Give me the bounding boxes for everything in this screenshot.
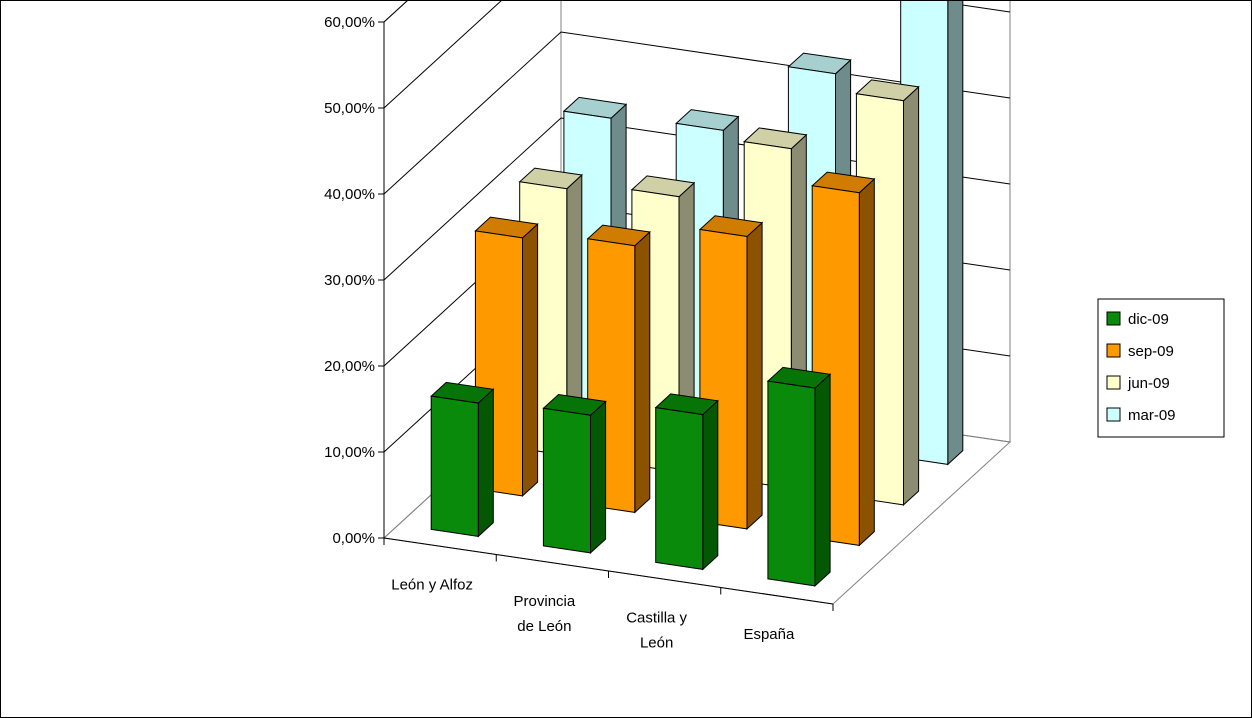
legend-label: jun-09 (1127, 375, 1170, 392)
bars (430, 1, 964, 588)
legend: dic-09 sep-09 jun-09 mar-09 (1097, 298, 1225, 438)
bar-side (477, 388, 494, 538)
bar-side (947, 1, 964, 466)
bar (430, 381, 495, 538)
bar-side (858, 177, 875, 547)
y-tick-label: 40,00% (324, 186, 375, 203)
bar (766, 366, 832, 588)
bar-front (542, 407, 591, 554)
legend-swatch (1106, 343, 1121, 358)
legend-label: sep-09 (1128, 343, 1174, 360)
legend-label: dic-09 (1128, 311, 1169, 328)
bar-front (430, 395, 479, 537)
legend-swatch (1106, 311, 1121, 326)
legend-swatch (1106, 375, 1121, 390)
bar-side (590, 400, 607, 555)
bar-side (746, 221, 763, 531)
bar-side (634, 230, 651, 514)
gridline (383, 31, 1011, 195)
bar-side (814, 373, 831, 588)
y-tick-label: 0,00% (332, 530, 375, 547)
y-tick-label: 10,00% (324, 444, 375, 461)
x-tick-label: Castilla y León (626, 609, 687, 651)
x-tick-label: España (743, 626, 795, 643)
bar (542, 393, 607, 555)
bar-side (903, 85, 920, 507)
bar (654, 393, 719, 571)
bar-side (522, 222, 539, 498)
legend-swatch (1106, 407, 1121, 422)
gridline (383, 1, 1011, 109)
bar-side (702, 399, 719, 571)
x-tick-label: Provincia de León (514, 593, 576, 635)
y-tick-label: 30,00% (324, 272, 375, 289)
legend-label: mar-09 (1128, 407, 1176, 424)
x-axis: León y Alfoz Provincia de León Castilla y Le… (383, 537, 834, 651)
y-tick-label: 60,00% (324, 14, 375, 31)
y-tick-label: 50,00% (324, 100, 375, 117)
y-tick-label: 20,00% (324, 358, 375, 375)
bar-front (655, 407, 704, 570)
bar-front (767, 380, 816, 587)
y-axis: 0,00% 10,00% 20,00% 30,00% 40,00% 50,00% 60,00… (324, 14, 385, 547)
x-tick-label: León y Alfoz (391, 576, 473, 593)
